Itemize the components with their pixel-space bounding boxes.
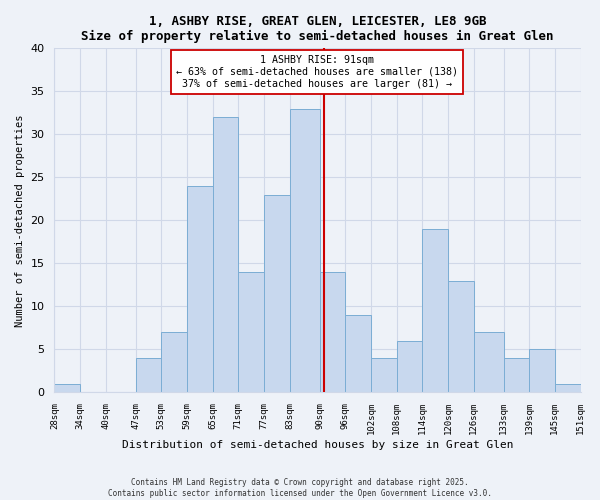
Bar <box>264 194 290 392</box>
Bar <box>136 358 161 392</box>
Bar <box>371 358 397 392</box>
Bar <box>187 186 212 392</box>
Bar <box>238 272 264 392</box>
Title: 1, ASHBY RISE, GREAT GLEN, LEICESTER, LE8 9GB
Size of property relative to semi-: 1, ASHBY RISE, GREAT GLEN, LEICESTER, LE… <box>81 15 554 43</box>
Bar <box>161 332 187 392</box>
Bar <box>397 341 422 392</box>
Bar <box>345 315 371 392</box>
Bar <box>212 117 238 392</box>
Bar <box>422 229 448 392</box>
Text: Contains HM Land Registry data © Crown copyright and database right 2025.
Contai: Contains HM Land Registry data © Crown c… <box>108 478 492 498</box>
Text: 1 ASHBY RISE: 91sqm
← 63% of semi-detached houses are smaller (138)
37% of semi-: 1 ASHBY RISE: 91sqm ← 63% of semi-detach… <box>176 56 458 88</box>
Bar <box>55 384 80 392</box>
Bar <box>529 350 555 393</box>
Y-axis label: Number of semi-detached properties: Number of semi-detached properties <box>15 114 25 326</box>
Bar <box>290 108 320 393</box>
Bar <box>473 332 503 392</box>
X-axis label: Distribution of semi-detached houses by size in Great Glen: Distribution of semi-detached houses by … <box>122 440 513 450</box>
Bar <box>503 358 529 392</box>
Bar <box>320 272 345 392</box>
Bar <box>448 280 473 392</box>
Bar <box>555 384 581 392</box>
